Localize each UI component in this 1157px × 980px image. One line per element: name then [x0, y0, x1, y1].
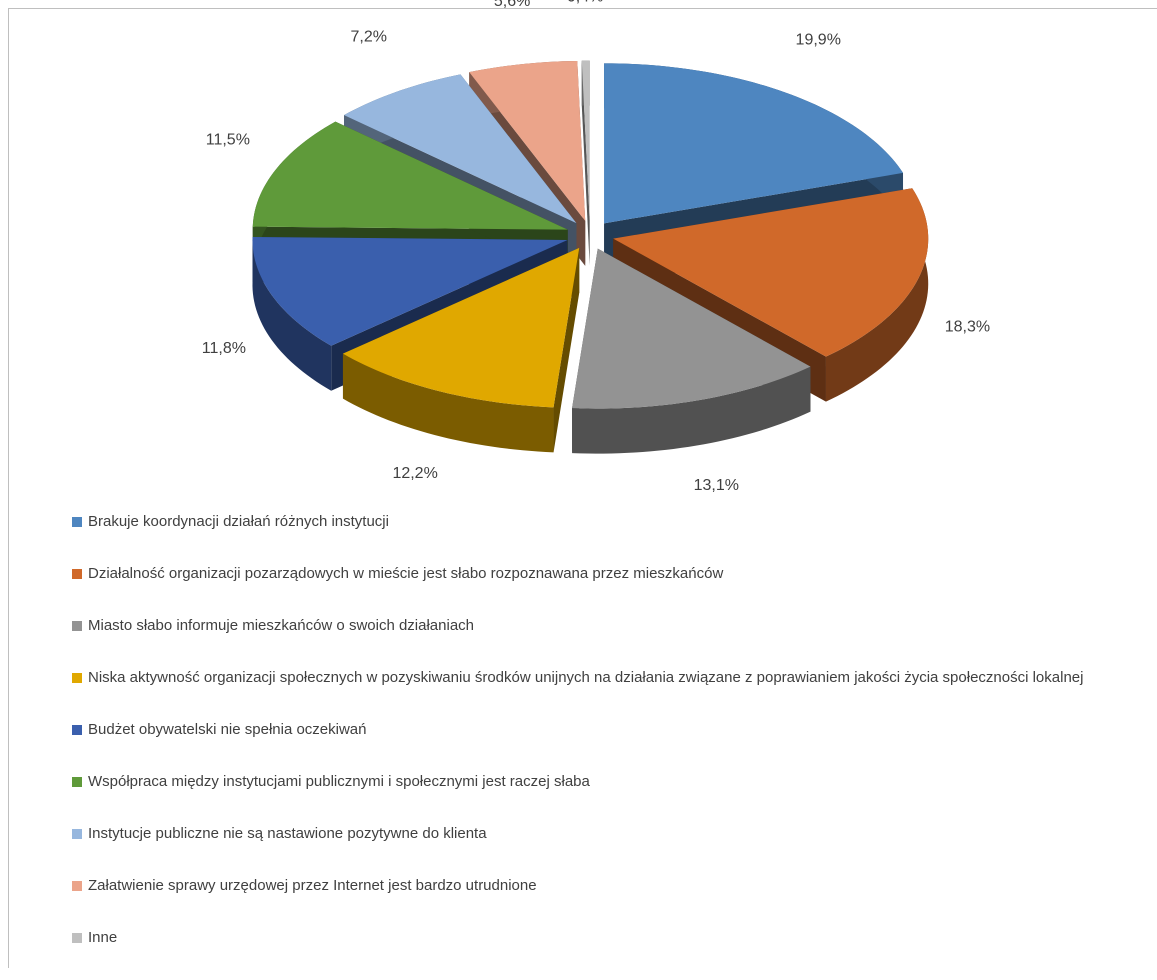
legend-label: Działalność organizacji pozarządowych w … [88, 565, 724, 582]
legend-item: Załatwienie sprawy urzędowej przez Inter… [72, 876, 1152, 928]
data-label: 0,4% [567, 0, 603, 5]
legend: Brakuje koordynacji działań różnych inst… [72, 512, 1152, 980]
slice [469, 60, 586, 221]
legend-swatch [72, 621, 82, 631]
legend-swatch [72, 673, 82, 683]
legend-item: Brakuje koordynacji działań różnych inst… [72, 512, 1152, 564]
legend-item: Inne [72, 928, 1152, 980]
data-label: 13,1% [694, 477, 739, 494]
slice [613, 188, 929, 357]
data-label: 5,6% [494, 0, 530, 10]
legend-label: Załatwienie sprawy urzędowej przez Inter… [88, 877, 537, 894]
slice [342, 247, 580, 408]
slice-group [572, 248, 811, 454]
data-label: 18,3% [945, 319, 990, 336]
legend-item: Współpraca między instytucjami publiczny… [72, 772, 1152, 824]
legend-item: Działalność organizacji pozarządowych w … [72, 564, 1152, 616]
slice-cut-face [553, 247, 580, 453]
slice [572, 248, 811, 409]
legend-label: Niska aktywność organizacji społecznych … [88, 669, 1084, 686]
legend-label: Brakuje koordynacji działań różnych inst… [88, 513, 389, 530]
legend-item: Instytucje publiczne nie są nastawione p… [72, 824, 1152, 876]
page: 19,9% 18,3% 13,1% 12,2% 11,8% 11,5% 7,2% 5,6% 0,… [8, 0, 1157, 968]
slice-side [252, 236, 332, 391]
data-label: 11,8% [202, 340, 246, 357]
legend-swatch [72, 881, 82, 891]
slice-group [581, 60, 590, 266]
legend-swatch [72, 777, 82, 787]
pie-chart: 19,9% 18,3% 13,1% 12,2% 11,8% 11,5% 7,2% 5,6% 0,… [202, 0, 990, 494]
slice-cut-face [581, 60, 590, 266]
legend-swatch [72, 933, 82, 943]
data-label: 7,2% [351, 28, 387, 45]
slice [252, 236, 568, 346]
slice-side [572, 366, 811, 454]
legend-swatch [72, 517, 82, 527]
legend-label: Współpraca między instytucjami publiczny… [88, 773, 590, 790]
legend-label: Miasto słabo informuje mieszkańców o swo… [88, 617, 475, 634]
legend-swatch [72, 569, 82, 579]
slice [344, 74, 577, 224]
slice [252, 121, 568, 230]
legend-label: Instytucje publiczne nie są nastawione p… [88, 825, 487, 842]
chart-frame [8, 8, 1157, 968]
legend-swatch [72, 725, 82, 735]
legend-item: Miasto słabo informuje mieszkańców o swo… [72, 616, 1152, 668]
legend-label: Inne [88, 929, 118, 946]
legend-label: Budżet obywatelski nie spełnia oczekiwań [88, 721, 367, 738]
slice-group [342, 247, 580, 453]
data-label: 19,9% [796, 31, 841, 48]
slice-side [825, 188, 929, 402]
legend-item: Budżet obywatelski nie spełnia oczekiwań [72, 720, 1152, 772]
legend-item: Niska aktywność organizacji społecznych … [72, 668, 1152, 720]
data-label: 11,5% [206, 132, 250, 149]
slice-side [342, 353, 554, 453]
slice [604, 63, 904, 224]
legend-swatch [72, 829, 82, 839]
slice [581, 60, 590, 221]
data-label: 12,2% [392, 465, 437, 482]
